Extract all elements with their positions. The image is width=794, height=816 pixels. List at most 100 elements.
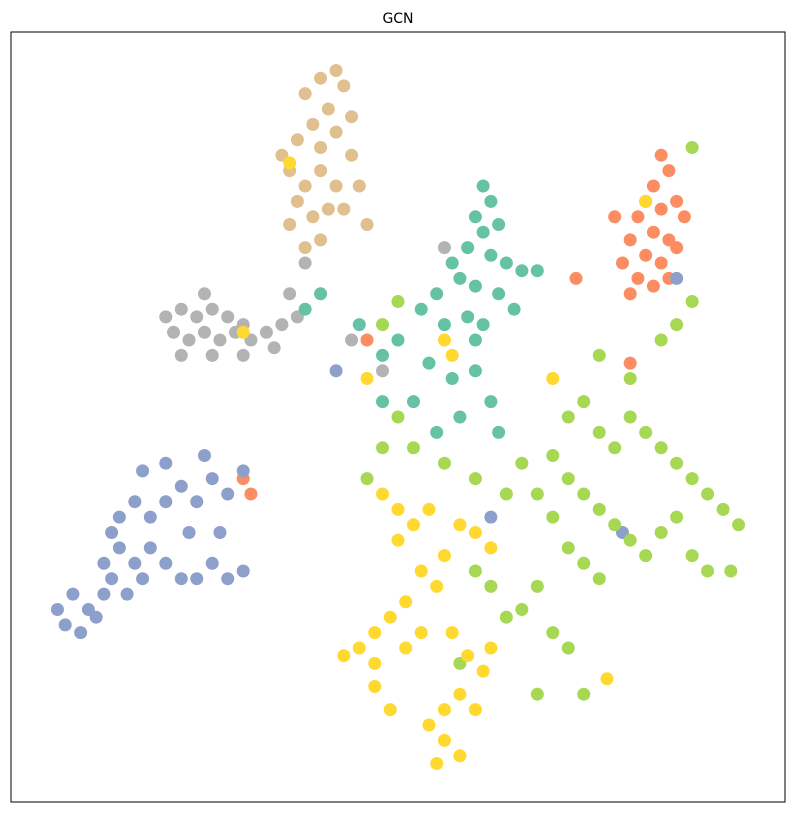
scatter-point: [654, 333, 668, 347]
scatter-point: [615, 256, 629, 270]
scatter-point: [298, 179, 312, 193]
scatter-point: [507, 302, 521, 316]
scatter-point: [437, 549, 451, 563]
scatter-point: [646, 279, 660, 293]
scatter-point: [484, 641, 498, 655]
scatter-point: [97, 587, 111, 601]
scatter-point: [376, 364, 390, 378]
scatter-point: [515, 264, 529, 278]
scatter-point: [159, 456, 173, 470]
scatter-point: [112, 541, 126, 555]
scatter-point: [546, 372, 560, 385]
scatter-point: [453, 271, 467, 285]
scatter-point: [437, 241, 451, 255]
scatter-point: [337, 649, 351, 663]
scatter-point: [592, 425, 606, 439]
scatter-point: [468, 333, 482, 347]
scatter-point: [414, 626, 428, 640]
scatter-point: [662, 164, 676, 178]
scatter-point: [198, 449, 211, 462]
scatter-point: [159, 310, 173, 324]
scatter-point: [352, 318, 366, 332]
scatter-point: [213, 526, 227, 539]
scatter-point: [89, 610, 103, 624]
scatter-point: [159, 556, 173, 570]
scatter-point: [468, 526, 482, 539]
scatter-point: [368, 680, 382, 693]
scatter-point: [453, 518, 467, 532]
scatter-point: [639, 549, 653, 563]
scatter-point: [345, 148, 359, 162]
scatter-point: [283, 287, 297, 301]
scatter-point: [670, 456, 684, 470]
scatter-point: [561, 541, 575, 555]
scatter-point: [654, 526, 668, 539]
scatter-point: [546, 626, 560, 640]
scatter-point: [484, 248, 498, 262]
scatter-point: [205, 302, 219, 316]
scatter-point: [399, 641, 413, 655]
scatter-point: [143, 510, 157, 524]
scatter-point: [639, 425, 653, 439]
scatter-point: [259, 325, 273, 339]
scatter-point: [422, 718, 436, 732]
scatter-point: [205, 472, 219, 486]
scatter-point: [654, 202, 668, 216]
scatter-point: [337, 79, 351, 93]
scatter-point: [352, 641, 366, 655]
scatter-point: [499, 487, 513, 501]
scatter-point: [685, 141, 699, 154]
scatter-point: [685, 472, 699, 486]
scatter-point: [321, 202, 335, 216]
scatter-point: [430, 425, 444, 439]
scatter-point: [391, 333, 405, 347]
scatter-point: [298, 241, 312, 255]
scatter-point: [484, 510, 498, 524]
scatter-point: [437, 318, 451, 332]
scatter-point: [360, 333, 374, 347]
scatter-point: [376, 441, 390, 455]
scatter-point: [174, 302, 188, 316]
scatter-point: [190, 310, 204, 324]
scatter-point: [159, 495, 173, 509]
scatter-point: [74, 626, 88, 640]
scatter-point: [732, 518, 746, 532]
scatter-point: [120, 587, 134, 601]
scatter-point: [383, 610, 397, 624]
scatter-point: [174, 479, 188, 493]
scatter-point: [670, 271, 684, 285]
scatter-point: [306, 210, 320, 224]
scatter-point: [50, 603, 64, 616]
scatter-point: [631, 271, 645, 285]
scatter-point: [476, 179, 490, 193]
scatter-point: [445, 256, 459, 270]
scatter-point: [445, 348, 459, 362]
scatter-point: [236, 464, 250, 478]
scatter-point: [670, 194, 684, 208]
scatter-point: [685, 295, 699, 308]
scatter-point: [685, 549, 699, 563]
scatter-point: [670, 318, 684, 332]
scatter-point: [569, 271, 583, 285]
scatter-point: [190, 495, 204, 509]
scatter-point: [236, 348, 250, 362]
scatter-point: [368, 626, 382, 640]
scatter-point: [623, 372, 637, 385]
scatter-point: [468, 210, 482, 224]
scatter-point: [445, 626, 459, 640]
scatter-point: [484, 395, 498, 409]
scatter-point: [654, 441, 668, 455]
scatter-point: [329, 125, 343, 139]
scatter-point: [143, 541, 157, 555]
scatter-point: [314, 71, 328, 85]
scatter-point: [484, 579, 498, 593]
scatter-point: [283, 156, 297, 170]
scatter-point: [430, 287, 444, 301]
scatter-point: [546, 510, 560, 524]
scatter-point: [577, 487, 591, 501]
scatter-point: [283, 218, 297, 231]
scatter-point: [546, 449, 560, 462]
scatter-point: [391, 502, 405, 516]
scatter-point: [221, 572, 235, 586]
